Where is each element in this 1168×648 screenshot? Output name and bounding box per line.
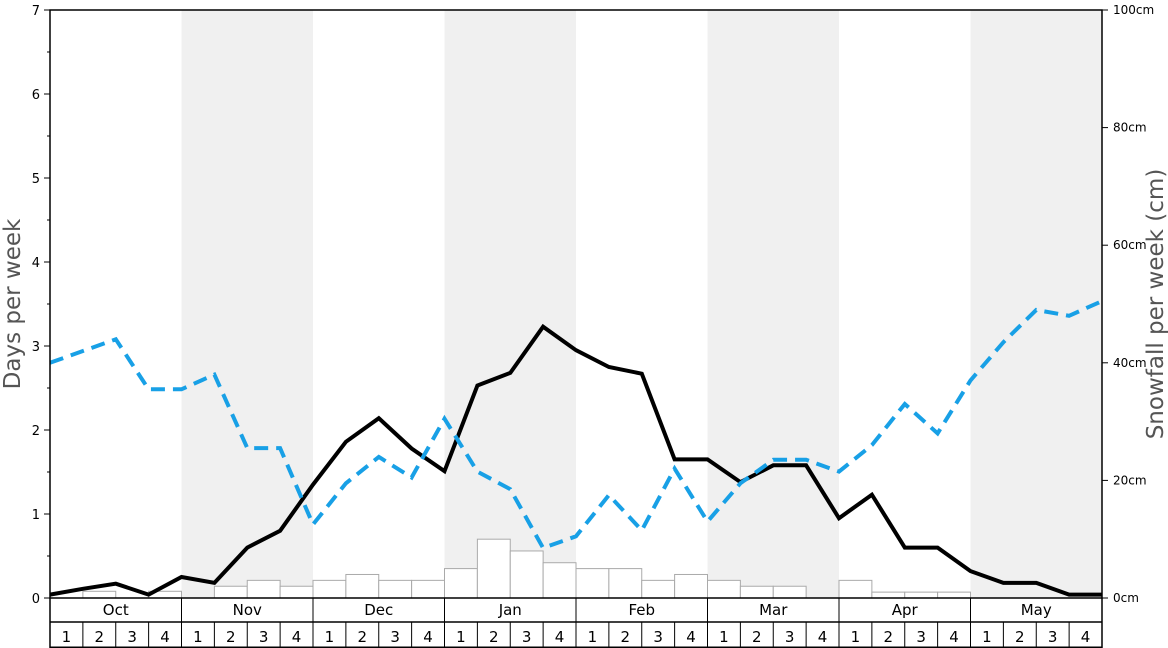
left-tick-label: 6 <box>32 88 40 103</box>
month-label-jan: Jan <box>498 601 522 619</box>
week-label: 2 <box>226 628 236 646</box>
left-tick-label: 7 <box>32 4 40 19</box>
week-label: 2 <box>489 628 499 646</box>
right-tick-label: 80cm <box>1113 121 1147 135</box>
snow-day-bar <box>641 579 676 599</box>
week-label: 3 <box>127 628 137 646</box>
snow-day-bar <box>838 579 873 599</box>
week-label: 2 <box>95 628 105 646</box>
month-shade-mar <box>707 10 839 598</box>
snow-day-bar <box>608 568 643 599</box>
right-tick-label: 40cm <box>1113 356 1147 370</box>
week-label: 2 <box>884 628 894 646</box>
right-tick-label: 60cm <box>1113 238 1147 252</box>
week-label: 1 <box>719 628 729 646</box>
month-week-axis: Oct Nov Dec Jan Feb Mar Apr May 1 2 3 4 1 2 3 4 1 2 3 4 1 2 3 4… <box>49 598 1103 648</box>
week-label: 1 <box>193 628 203 646</box>
snow-day-bar <box>444 568 478 599</box>
snow-day-bar <box>213 585 248 599</box>
month-label-oct: Oct <box>103 601 129 619</box>
week-label: 3 <box>785 628 795 646</box>
week-label: 2 <box>621 628 631 646</box>
month-label-apr: Apr <box>892 601 919 619</box>
week-label: 3 <box>259 628 269 646</box>
week-label: 3 <box>522 628 532 646</box>
week-label: 3 <box>390 628 400 646</box>
left-tick-label: 5 <box>32 172 40 187</box>
week-label: 3 <box>1048 628 1058 646</box>
snow-day-bar <box>542 562 577 599</box>
right-tick-label: 0cm <box>1113 591 1139 605</box>
week-label: 2 <box>1015 628 1025 646</box>
left-tick-label: 3 <box>32 340 40 355</box>
left-axis-title: Days per week <box>0 218 26 389</box>
snow-day-bar <box>82 590 117 599</box>
week-label: 1 <box>456 628 466 646</box>
snow-day-bar <box>871 591 906 599</box>
snow-day-bar <box>378 579 413 599</box>
week-label: 4 <box>160 628 170 646</box>
week-label: 4 <box>292 628 302 646</box>
left-tick-label: 1 <box>32 508 40 523</box>
snow-day-bar <box>312 579 347 599</box>
month-shade-may <box>970 10 1102 598</box>
week-label: 1 <box>588 628 598 646</box>
right-axis: 0cm 20cm 40cm 60cm 80cm 100cm <box>1102 3 1154 605</box>
snowfall-line <box>49 299 1103 551</box>
week-label: 4 <box>686 628 696 646</box>
week-label: 1 <box>325 628 335 646</box>
right-tick-label: 100cm <box>1113 3 1154 17</box>
week-label: 4 <box>818 628 828 646</box>
snow-day-bar <box>411 579 445 599</box>
snow-day-bar <box>575 568 610 599</box>
week-label: 2 <box>752 628 762 646</box>
snow-day-bar <box>739 585 774 599</box>
month-label-nov: Nov <box>233 601 262 619</box>
week-label: 1 <box>982 628 992 646</box>
snow-day-bar <box>772 585 807 599</box>
week-label: 2 <box>358 628 368 646</box>
snow-days-line <box>49 323 1102 597</box>
week-label: 1 <box>62 628 72 646</box>
week-label: 4 <box>949 628 959 646</box>
week-label: 4 <box>1081 628 1091 646</box>
left-tick-label: 2 <box>32 424 40 439</box>
month-shade-jan <box>444 10 576 598</box>
snow-day-bar <box>246 579 281 599</box>
snow-day-bar <box>345 573 380 599</box>
snow-day-bar <box>476 538 511 599</box>
snow-days-bars <box>82 538 971 599</box>
chart-lines <box>49 299 1103 597</box>
left-tick-label: 0 <box>32 592 40 607</box>
right-axis-title: Snowfall per week (cm) <box>1143 169 1168 440</box>
month-shade-nov <box>181 10 313 598</box>
month-shading <box>181 10 1102 598</box>
snow-day-bar <box>509 550 544 599</box>
month-label-mar: Mar <box>759 601 788 619</box>
snow-day-bar <box>707 579 741 599</box>
week-label: 4 <box>423 628 433 646</box>
month-label-feb: Feb <box>628 601 655 619</box>
snow-day-bar <box>279 585 314 599</box>
left-tick-label: 4 <box>32 256 40 271</box>
right-tick-label: 20cm <box>1113 473 1147 487</box>
week-label: 3 <box>653 628 663 646</box>
month-label-dec: Dec <box>364 601 393 619</box>
week-label: 1 <box>851 628 861 646</box>
snow-day-bar <box>937 591 971 599</box>
week-label: 3 <box>916 628 926 646</box>
week-label: 4 <box>555 628 565 646</box>
left-axis: 0 1 2 3 4 5 6 7 <box>32 4 50 607</box>
month-label-may: May <box>1021 601 1052 619</box>
snow-day-bar <box>674 573 708 599</box>
snow-day-bar <box>904 591 939 599</box>
